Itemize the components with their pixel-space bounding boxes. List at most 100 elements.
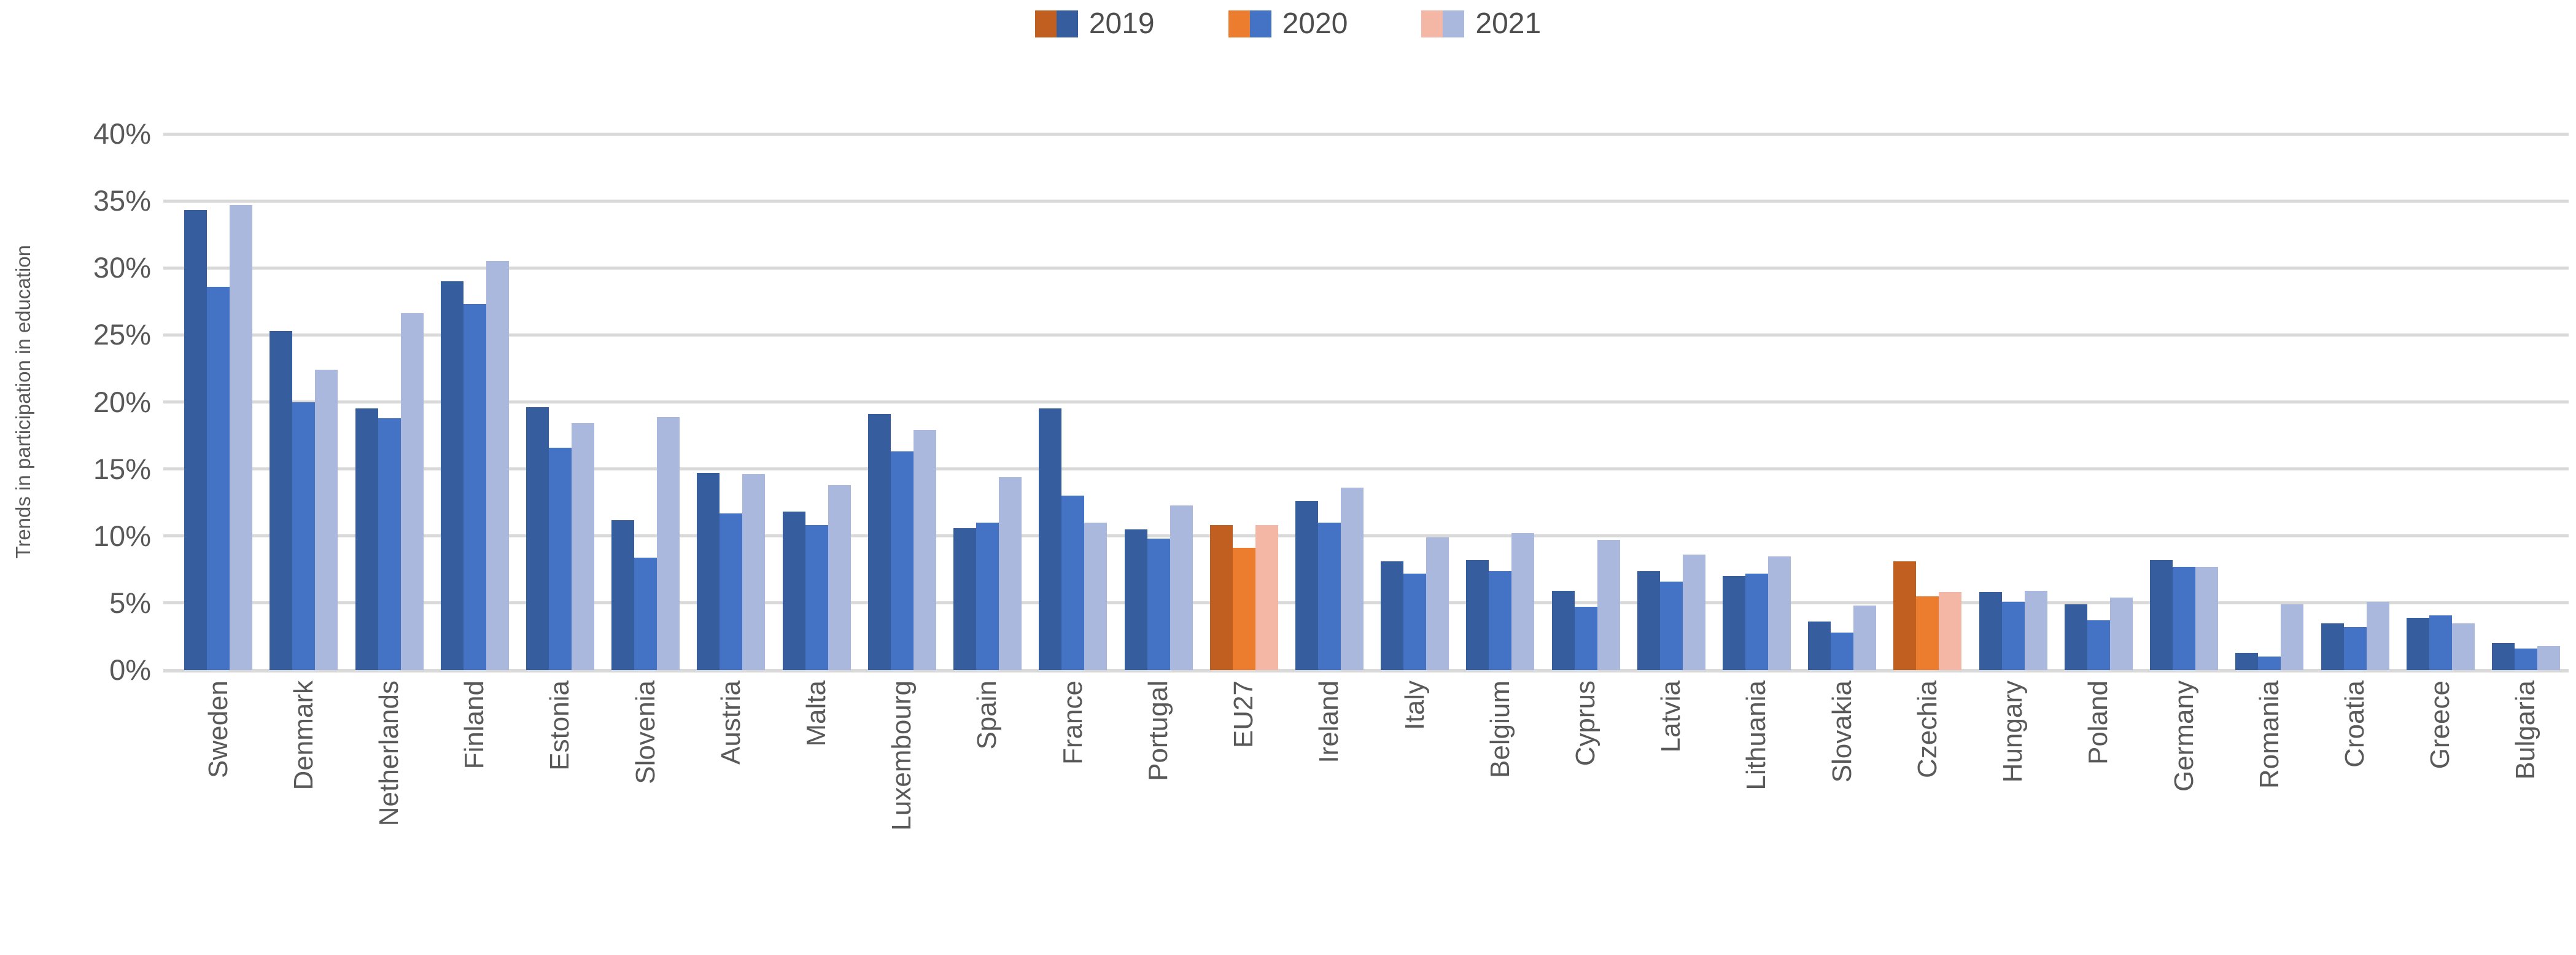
gridline-15: [163, 467, 2569, 471]
bar-Austria-2020: [720, 513, 743, 670]
chart-legend: 2019 2020 2021: [0, 2, 2576, 45]
x-label-cell-Romania: Romania: [2227, 680, 2312, 955]
bar-Slovenia-2021: [657, 416, 680, 670]
bar-Bulgaria-2019: [2492, 643, 2515, 670]
bar-group-Netherlands: [346, 134, 432, 670]
bar-Belgium-2019: [1466, 560, 1489, 670]
bar-Belgium-2020: [1489, 571, 1512, 670]
x-label-cell-Greece: Greece: [2398, 680, 2483, 955]
bar-group-Czechia: [1885, 134, 1970, 670]
bar-EU27-2020: [1232, 548, 1255, 670]
bar-group-Romania: [2227, 134, 2312, 670]
x-label-cell-Poland: Poland: [2056, 680, 2141, 955]
bar-Finland-2020: [463, 304, 486, 670]
bar-Cyprus-2021: [1597, 540, 1620, 670]
x-label-Austria: Austria: [715, 680, 746, 765]
legend-swatch-pair-2019: [1034, 10, 1078, 37]
bar-Sweden-2020: [207, 286, 230, 670]
y-tick-label-10: 10%: [93, 519, 151, 552]
bar-Cyprus-2019: [1551, 591, 1575, 670]
gridline-5: [163, 601, 2569, 605]
legend-item-2019: 2019: [1034, 7, 1155, 40]
gridline-10: [163, 534, 2569, 538]
x-label-Finland: Finland: [459, 680, 490, 770]
bar-group-Belgium: [1457, 134, 1543, 670]
x-label-cell-Croatia: Croatia: [2312, 680, 2397, 955]
bar-Italy-2019: [1381, 561, 1404, 670]
bar-Malta-2021: [828, 485, 851, 670]
x-label-Slovenia: Slovenia: [630, 680, 661, 784]
bar-France-2019: [1039, 408, 1062, 670]
bar-Malta-2020: [805, 525, 828, 670]
bar-Croatia-2019: [2321, 623, 2344, 670]
x-label-Italy: Italy: [1399, 680, 1430, 730]
bar-Luxembourg-2019: [867, 414, 891, 670]
x-label-Denmark: Denmark: [288, 680, 319, 790]
x-axis-category-labels: Sweden Denmark Netherlands Finland Estonia Sl…: [176, 680, 2569, 955]
gridline-25: [163, 333, 2569, 337]
bar-Spain-2019: [953, 528, 977, 670]
bar-group-Denmark: [261, 134, 346, 670]
bar-Romania-2020: [2258, 657, 2281, 670]
x-label-Spain: Spain: [972, 680, 1003, 750]
x-label-cell-Slovakia: Slovakia: [1799, 680, 1885, 955]
y-tick-label-30: 30%: [93, 251, 151, 284]
bar-group-EU27: [1201, 134, 1287, 670]
x-label-cell-Slovenia: Slovenia: [603, 680, 688, 955]
x-label-Latvia: Latvia: [1656, 680, 1686, 753]
bar-Lithuania-2019: [1723, 576, 1746, 670]
x-label-Cyprus: Cyprus: [1570, 680, 1601, 766]
x-label-cell-Denmark: Denmark: [261, 680, 346, 955]
bar-Germany-2021: [2195, 566, 2219, 670]
x-label-cell-Finland: Finland: [432, 680, 518, 955]
x-label-cell-Sweden: Sweden: [176, 680, 261, 955]
x-label-Sweden: Sweden: [203, 680, 233, 779]
bar-group-Luxembourg: [859, 134, 945, 670]
x-label-cell-Estonia: Estonia: [518, 680, 603, 955]
bar-Denmark-2019: [270, 330, 293, 670]
x-label-cell-Spain: Spain: [945, 680, 1030, 955]
y-tick-label-40: 40%: [93, 117, 151, 150]
x-label-cell-Netherlands: Netherlands: [346, 680, 432, 955]
bar-Latvia-2020: [1659, 581, 1683, 670]
x-label-cell-Bulgaria: Bulgaria: [2483, 680, 2569, 955]
bar-Austria-2019: [697, 473, 720, 670]
x-label-Luxembourg: Luxembourg: [886, 680, 917, 831]
legend-label-2021: 2021: [1475, 7, 1542, 40]
x-label-cell-Latvia: Latvia: [1629, 680, 1714, 955]
x-label-cell-Cyprus: Cyprus: [1543, 680, 1629, 955]
x-label-Portugal: Portugal: [1143, 680, 1173, 781]
x-label-Czechia: Czechia: [1912, 680, 1942, 778]
bar-Latvia-2021: [1682, 555, 1705, 670]
bar-Germany-2019: [2150, 560, 2173, 670]
x-label-Greece: Greece: [2425, 680, 2456, 770]
y-tick-label-25: 25%: [93, 318, 151, 351]
bar-Italy-2020: [1403, 573, 1427, 670]
bar-Germany-2020: [2173, 566, 2196, 670]
bar-Czechia-2021: [1939, 592, 1962, 670]
legend-swatch-orange-2020: [1228, 10, 1250, 37]
bar-Slovenia-2019: [611, 520, 635, 670]
bar-Slovenia-2020: [634, 557, 658, 670]
bar-France-2020: [1061, 496, 1085, 670]
bar-Belgium-2021: [1511, 533, 1535, 670]
bar-group-Finland: [432, 134, 518, 670]
bar-group-Malta: [774, 134, 859, 670]
bar-Estonia-2020: [548, 447, 572, 670]
bar-Romania-2019: [2235, 652, 2259, 670]
x-label-cell-EU27: EU27: [1201, 680, 1287, 955]
legend-swatch-orange-2019: [1034, 10, 1057, 37]
legend-label-2019: 2019: [1088, 7, 1155, 40]
bar-EU27-2019: [1209, 525, 1233, 670]
x-label-Hungary: Hungary: [1998, 680, 2028, 783]
x-label-Lithuania: Lithuania: [1741, 680, 1772, 790]
bar-Lithuania-2020: [1745, 573, 1769, 670]
bar-Poland-2020: [2087, 620, 2110, 670]
bar-Portugal-2020: [1147, 539, 1170, 670]
legend-swatch-pair-2020: [1228, 10, 1271, 37]
x-label-cell-Luxembourg: Luxembourg: [859, 680, 945, 955]
x-label-Romania: Romania: [2254, 680, 2284, 789]
legend-swatch-blue-2020: [1249, 10, 1271, 37]
bar-Slovakia-2019: [1808, 622, 1831, 670]
bar-Finland-2019: [440, 281, 464, 670]
